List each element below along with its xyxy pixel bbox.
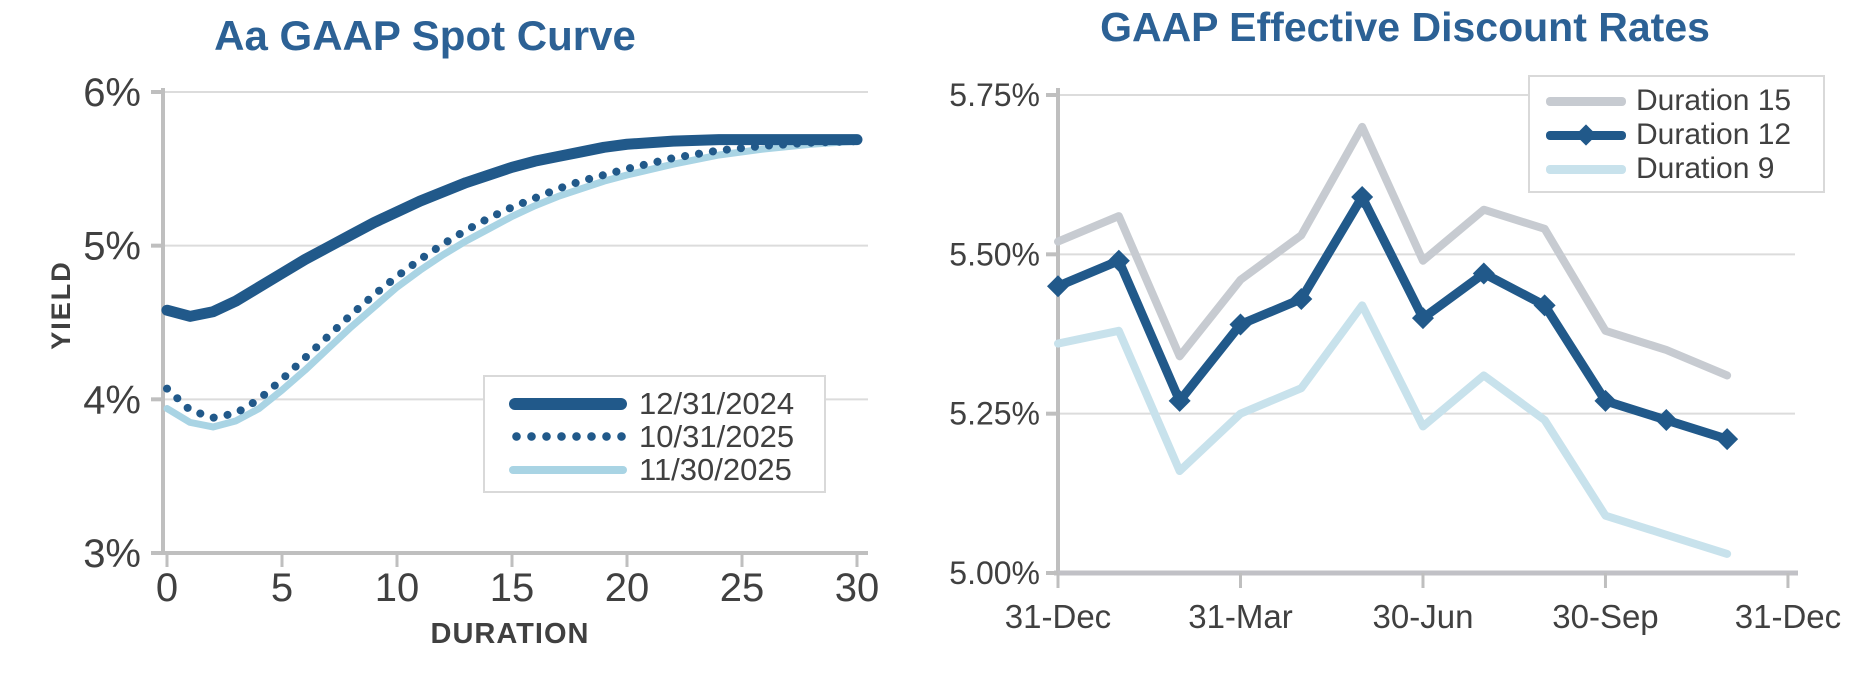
diamond-marker-icon — [1411, 307, 1434, 330]
legend-item: 11/30/2025 — [509, 451, 824, 487]
series-line-swatch — [509, 397, 627, 410]
series-line-10/31/2025 — [163, 137, 861, 422]
y-tick-label: 6% — [83, 71, 141, 115]
y-tick-label: 5.75% — [949, 77, 1040, 113]
x-tick-label: 30 — [835, 566, 880, 610]
series-line-swatch — [509, 432, 627, 441]
spot-curve-legend: 12/31/2024 10/31/2025 11/30/2025 — [483, 375, 826, 493]
diamond-marker-icon — [1594, 389, 1617, 412]
y-tick-label: 5% — [83, 225, 141, 269]
legend-item: 12/31/2024 — [509, 385, 824, 421]
legend-label: 12/31/2024 — [639, 385, 795, 421]
x-tick-label: 5 — [271, 566, 293, 610]
legend-label: Duration 12 — [1636, 118, 1792, 151]
diamond-marker-icon — [1655, 409, 1678, 432]
series-line-swatch — [1546, 124, 1626, 146]
diamond-marker-icon — [1047, 275, 1069, 298]
discount-rates-plot-area: 5.75% 5.50% 5.25% 5.00% 31-Dec 31-Mar 30-Jun 30… — [949, 77, 1841, 635]
y-tick-label: 5.50% — [949, 236, 1040, 272]
diamond-marker-icon — [1229, 313, 1252, 336]
series-line-swatch — [1546, 164, 1626, 174]
x-tick-label: 15 — [490, 566, 535, 610]
y-tick-label: 5.00% — [949, 555, 1040, 591]
diamond-marker-icon — [1351, 185, 1374, 208]
x-tick-label: 30-Sep — [1552, 598, 1658, 635]
discount-rates-legend: Duration 15 Duration 12 Duration 9 — [1528, 75, 1825, 193]
series-line-swatch — [509, 465, 627, 474]
legend-item: Duration 12 — [1546, 118, 1823, 152]
legend-label: 10/31/2025 — [639, 418, 795, 454]
y-tick-label: 5.25% — [949, 396, 1040, 432]
y-tick-label: 4% — [83, 378, 141, 422]
x-tick-label: 25 — [720, 566, 765, 610]
discount-rates-chart: 5.75% 5.50% 5.25% 5.00% 31-Dec 31-Mar 30-Jun 30… — [930, 0, 1865, 675]
diamond-marker-icon — [1472, 262, 1495, 285]
series-line-swatch — [1546, 96, 1626, 106]
series-line-Duration 15 — [1054, 122, 1732, 380]
series-line-Duration 9 — [1054, 301, 1732, 558]
legend-item: Duration 9 — [1546, 152, 1823, 186]
x-tick-label: 30-Jun — [1373, 598, 1474, 635]
legend-item: 10/31/2025 — [509, 418, 824, 454]
diamond-marker-icon — [1168, 389, 1191, 412]
x-tick-label: 0 — [156, 566, 178, 610]
x-tick-label: 20 — [605, 566, 650, 610]
legend-label: Duration 15 — [1636, 84, 1792, 117]
spot-curve-title: Aa GAAP Spot Curve — [214, 12, 636, 59]
diamond-marker-icon — [1107, 249, 1130, 272]
diamond-marker-icon — [1575, 124, 1597, 146]
diamond-marker-icon — [1290, 287, 1313, 310]
x-tick-label: 10 — [375, 566, 420, 610]
legend-label: Duration 9 — [1636, 152, 1775, 185]
y-axis-title: YIELD — [46, 260, 76, 350]
spot-curve-plot-area: 6% 5% 4% 3% 0 5 10 15 20 25 30 — [83, 71, 880, 610]
legend-label: 11/30/2025 — [639, 451, 792, 487]
y-tick-label: 3% — [83, 532, 141, 576]
series-line-Duration 12 — [1053, 192, 1732, 444]
discount-rates-title: GAAP Effective Discount Rates — [1100, 4, 1710, 50]
x-tick-label: 31-Mar — [1188, 598, 1293, 635]
x-tick-label: 31-Dec — [1735, 598, 1841, 635]
legend-item: Duration 15 — [1546, 84, 1823, 118]
x-tick-label: 31-Dec — [1005, 598, 1111, 635]
diamond-marker-icon — [1533, 294, 1556, 317]
series-line-11/30/2025 — [163, 137, 861, 431]
diamond-marker-icon — [1716, 428, 1739, 451]
spot-curve-chart: 6% 5% 4% 3% 0 5 10 15 20 25 30 Aa GAAP Spot Curve … — [46, 12, 880, 650]
series-line-12/31/2024 — [161, 134, 863, 322]
x-axis-title: DURATION — [430, 618, 590, 650]
